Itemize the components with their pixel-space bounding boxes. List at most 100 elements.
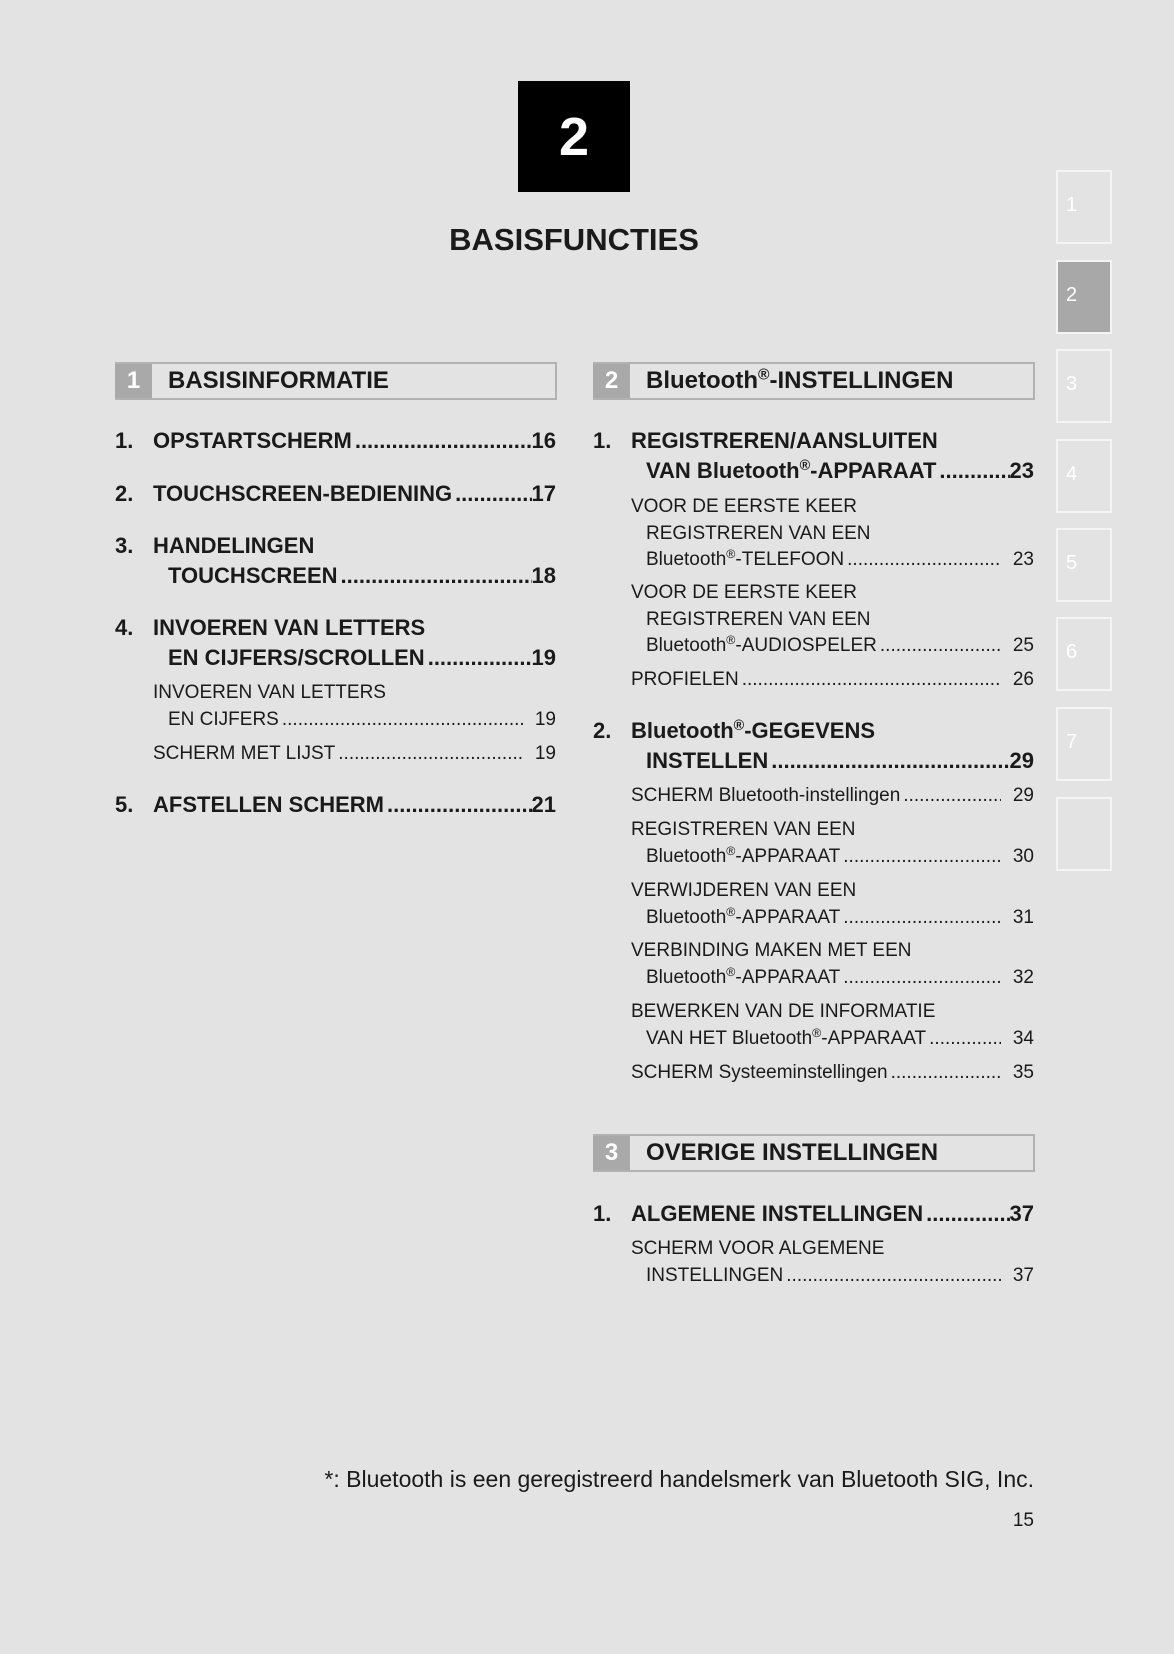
registered-mark: ® bbox=[733, 718, 745, 735]
chapter-tab-6[interactable]: 6 bbox=[1056, 617, 1112, 691]
registered-mark: ® bbox=[799, 457, 811, 474]
chapter-tab-label: 1 bbox=[1066, 194, 1078, 216]
toc-entry-link[interactable]: OPSTARTSCHERM 16 bbox=[153, 426, 556, 456]
entry-page: 30 bbox=[1012, 845, 1034, 867]
toc-entry-link[interactable]: TOUCHSCREEN 18 bbox=[168, 561, 556, 591]
toc-entry-link[interactable]: PROFIELEN 26 bbox=[631, 667, 1034, 693]
entry-page: 19 bbox=[534, 743, 556, 764]
dot-leader bbox=[903, 783, 1001, 809]
entry-text: Bluetooth®-GEGEVENS bbox=[631, 718, 876, 743]
registered-mark: ® bbox=[726, 633, 736, 648]
chapter-tab-label: 5 bbox=[1066, 552, 1078, 574]
toc-entry-line: VOOR DE EERSTE KEER bbox=[631, 580, 857, 606]
section-title: OVERIGE INSTELLINGEN bbox=[646, 1139, 939, 1166]
chapter-tab-3[interactable]: 3 bbox=[1056, 349, 1112, 423]
entry-page: 35 bbox=[1012, 1062, 1034, 1083]
section-title: Bluetooth®-INSTELLINGEN bbox=[646, 366, 954, 394]
entry-text: INVOEREN VAN LETTERS bbox=[153, 615, 426, 640]
entry-text: SCHERM VOOR ALGEMENE bbox=[631, 1238, 885, 1259]
entry-page: 37 bbox=[1012, 1264, 1034, 1286]
dot-leader bbox=[355, 426, 532, 456]
entry-number: 5. bbox=[115, 792, 134, 817]
toc-entry-link[interactable]: VAN HET Bluetooth®-APPARAAT 34 bbox=[646, 1026, 1034, 1052]
toc-entry-line: VERBINDING MAKEN MET EEN bbox=[631, 938, 911, 964]
toc-entry-line: BEWERKEN VAN DE INFORMATIE bbox=[631, 999, 935, 1025]
dot-leader bbox=[929, 1026, 1001, 1052]
toc-entry-line: VOOR DE EERSTE KEER bbox=[631, 494, 857, 520]
chapter-tab-4[interactable]: 4 bbox=[1056, 439, 1112, 513]
entry-page: 37 bbox=[1009, 1201, 1034, 1226]
entry-text: SCHERM MET LIJST bbox=[153, 743, 336, 764]
entry-text: Bluetooth®-APPARAAT bbox=[646, 843, 841, 867]
entry-text: OPSTARTSCHERM bbox=[153, 428, 352, 453]
section-number: 2 bbox=[593, 364, 630, 398]
registered-mark: ® bbox=[726, 547, 736, 562]
entry-page: 29 bbox=[1009, 747, 1034, 773]
registered-mark: ® bbox=[812, 1025, 822, 1040]
toc-entry-link[interactable]: ALGEMENE INSTELLINGEN 37 bbox=[631, 1199, 1034, 1229]
toc-entry-link[interactable]: Bluetooth®-APPARAAT 32 bbox=[646, 965, 1034, 991]
entry-page: 19 bbox=[531, 644, 556, 670]
registered-mark: ® bbox=[726, 904, 736, 919]
toc-entry-link[interactable]: VAN Bluetooth®-APPARAAT 23 bbox=[646, 456, 1034, 486]
entry-number: 1. bbox=[115, 428, 134, 453]
dot-leader bbox=[847, 547, 1001, 573]
toc-entry-link[interactable]: AFSTELLEN SCHERM 21 bbox=[153, 790, 556, 820]
entry-number: 1. bbox=[593, 1201, 612, 1226]
entry-text: SCHERM Systeeminstellingen bbox=[631, 1062, 888, 1083]
entry-page: 23 bbox=[1012, 549, 1034, 570]
chapter-tab-label: 6 bbox=[1066, 641, 1078, 663]
dot-leader bbox=[843, 905, 1001, 931]
entry-text: VAN Bluetooth®-APPARAAT bbox=[646, 457, 937, 483]
toc-entry-link[interactable]: TOUCHSCREEN-BEDIENING 17 bbox=[153, 479, 556, 509]
registered-mark: ® bbox=[726, 843, 736, 858]
entry-number: 2. bbox=[115, 481, 134, 506]
dot-leader bbox=[428, 643, 532, 673]
chapter-tab-7[interactable]: 7 bbox=[1056, 707, 1112, 781]
toc-entry-link[interactable]: INSTELLINGEN 37 bbox=[646, 1263, 1034, 1289]
toc-entry-link[interactable]: EN CIJFERS 19 bbox=[168, 707, 556, 733]
entry-text: EN CIJFERS/SCROLLEN bbox=[168, 644, 425, 670]
entry-text: VERBINDING MAKEN MET EEN bbox=[631, 940, 912, 961]
chapter-number-box: 2 bbox=[518, 81, 630, 192]
toc-entry-link[interactable]: EN CIJFERS/SCROLLEN 19 bbox=[168, 643, 556, 673]
footnote: *: Bluetooth is een geregistreerd handel… bbox=[324, 1466, 1034, 1492]
dot-leader bbox=[926, 1199, 1009, 1229]
entry-text: Bluetooth®-AUDIOSPELER bbox=[646, 633, 877, 656]
toc-entry-line: HANDELINGEN bbox=[153, 531, 314, 561]
entry-page: 23 bbox=[1009, 457, 1034, 483]
toc-entry-link[interactable]: Bluetooth®-APPARAAT 30 bbox=[646, 844, 1034, 870]
entry-page: 32 bbox=[1012, 966, 1034, 988]
entry-text: VAN HET Bluetooth®-APPARAAT bbox=[646, 1025, 927, 1049]
chapter-tab-label: 7 bbox=[1066, 731, 1078, 753]
entry-number: 3. bbox=[115, 533, 134, 558]
chapter-tab-8[interactable] bbox=[1056, 797, 1112, 871]
entry-page: 26 bbox=[1012, 669, 1034, 690]
entry-page: 25 bbox=[1012, 635, 1034, 656]
toc-entry-link[interactable]: SCHERM MET LIJST 19 bbox=[153, 741, 556, 767]
entry-number: 4. bbox=[115, 615, 134, 640]
dot-leader bbox=[742, 667, 1001, 693]
dot-leader bbox=[891, 1060, 1001, 1086]
dot-leader bbox=[455, 479, 531, 509]
entry-text: TOUCHSCREEN-BEDIENING bbox=[153, 481, 453, 506]
section-header: 2 Bluetooth®-INSTELLINGEN bbox=[593, 362, 1035, 400]
entry-text: VOOR DE EERSTE KEER bbox=[631, 496, 857, 517]
toc-entry-link[interactable]: Bluetooth®-AUDIOSPELER 25 bbox=[646, 633, 1034, 659]
dot-leader bbox=[387, 790, 532, 820]
entry-page: 17 bbox=[531, 481, 556, 506]
toc-entry-link[interactable]: Bluetooth®-TELEFOON 23 bbox=[646, 547, 1034, 573]
chapter-tab-2[interactable]: 2 bbox=[1056, 260, 1112, 334]
chapter-tab-label: 3 bbox=[1066, 373, 1078, 395]
entry-text: INVOEREN VAN LETTERS bbox=[153, 682, 386, 703]
toc-entry-link[interactable]: SCHERM Systeeminstellingen 35 bbox=[631, 1060, 1034, 1086]
chapter-tab-5[interactable]: 5 bbox=[1056, 528, 1112, 602]
toc-entry-link[interactable]: Bluetooth®-APPARAAT 31 bbox=[646, 905, 1034, 931]
dot-leader bbox=[843, 965, 1001, 991]
chapter-tab-1[interactable]: 1 bbox=[1056, 170, 1112, 244]
toc-entry-link[interactable]: SCHERM Bluetooth-instellingen 29 bbox=[631, 783, 1034, 809]
dot-leader bbox=[282, 707, 523, 733]
entry-text: SCHERM Bluetooth-instellingen bbox=[631, 785, 901, 806]
dot-leader bbox=[771, 746, 1009, 776]
toc-entry-link[interactable]: INSTELLEN 29 bbox=[646, 746, 1034, 776]
